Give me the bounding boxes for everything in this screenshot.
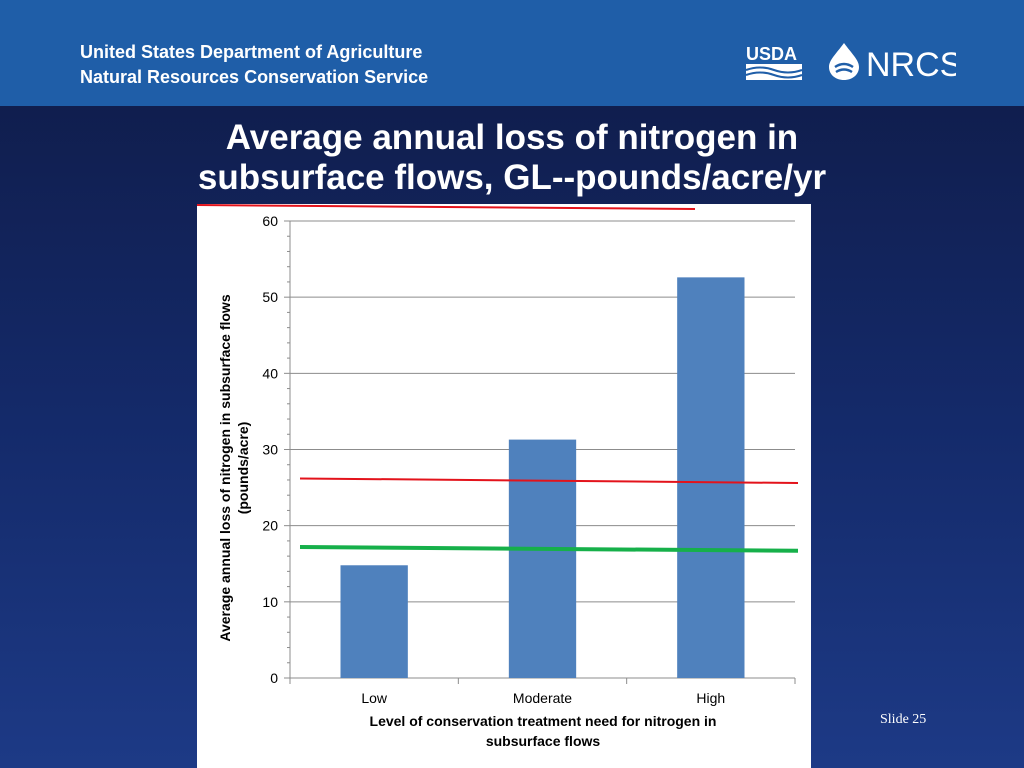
y-tick-label: 10 (262, 594, 278, 610)
y-tick-label: 40 (262, 365, 278, 381)
org-line-1: United States Department of Agriculture (80, 42, 423, 62)
y-axis-title-line-1: Average annual loss of nitrogen in subsu… (217, 294, 233, 641)
bar-high (677, 277, 745, 678)
header-banner: United States Department of Agriculture … (0, 0, 1024, 106)
organization-name: United States Department of Agriculture … (80, 40, 428, 90)
usda-logo-text: USDA (746, 44, 797, 64)
slide-number: Slide 25 (880, 712, 927, 727)
reference-lines (299, 477, 799, 553)
chart-panel: 0 10 20 30 40 50 60 Low Moderate High Average ann… (197, 204, 811, 768)
y-tick-label: 30 (262, 442, 278, 458)
nrcs-logo-text: NRCS (866, 46, 956, 82)
x-tick-label: Moderate (513, 690, 572, 706)
slide-title-line-1: Average annual loss of nitrogen in (225, 118, 799, 157)
bar-low (340, 565, 408, 678)
bars (340, 277, 745, 678)
slide-title: Average annual loss of nitrogen in subsu… (0, 118, 1024, 198)
bar-moderate (508, 439, 577, 678)
y-tick-label: 60 (262, 213, 278, 229)
bar-chart: 0 10 20 30 40 50 60 Low Moderate High Average ann… (217, 213, 799, 749)
y-axis-title-line-2: (pounds/acre) (235, 422, 251, 515)
y-tick-label: 0 (270, 670, 278, 686)
usda-logo: USDA (745, 44, 803, 80)
axis-labels: Average annual loss of nitrogen in subsu… (217, 294, 716, 749)
org-line-2: Natural Resources Conservation Service (80, 67, 429, 87)
red-reference-line (299, 477, 799, 485)
nrcs-logo: NRCS (829, 43, 956, 82)
x-axis-title-line-1: Level of conservation treatment need for… (370, 713, 717, 729)
y-tick-label: 50 (262, 289, 278, 305)
y-tick-label: 20 (262, 518, 278, 534)
top-red-annotation-line (197, 204, 696, 210)
x-tick-label: Low (361, 690, 388, 706)
green-reference-line (299, 544, 799, 553)
x-tick-label: High (696, 690, 725, 706)
x-axis-title-line-2: subsurface flows (486, 733, 601, 749)
slide-title-line-2: subsurface flows, GL--pounds/acre/yr (197, 158, 827, 197)
